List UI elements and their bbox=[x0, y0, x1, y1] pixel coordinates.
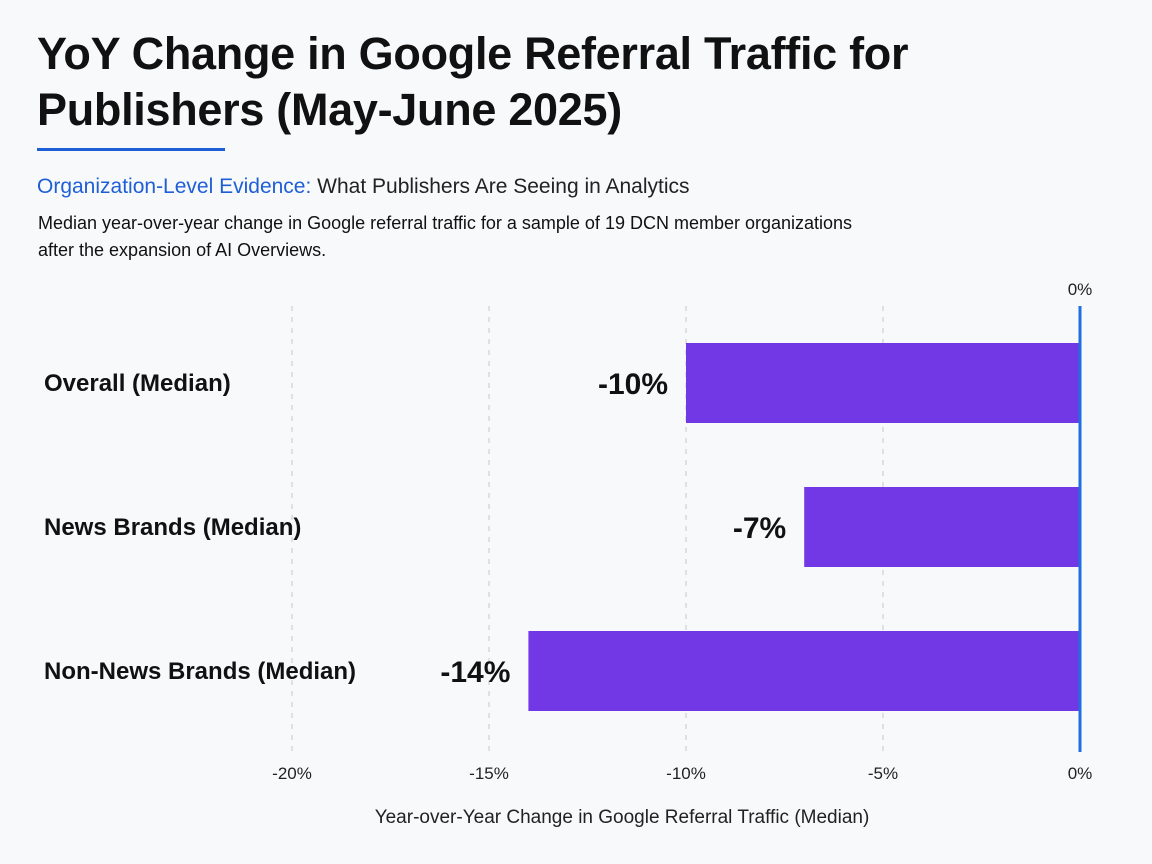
x-tick-label: -5% bbox=[868, 764, 898, 783]
x-tick-label: -20% bbox=[272, 764, 312, 783]
x-tick-label: -10% bbox=[666, 764, 706, 783]
value-labels: -10% -7% -14% bbox=[440, 368, 786, 689]
bar bbox=[528, 631, 1080, 711]
x-tick-label: 0% bbox=[1068, 764, 1093, 783]
subtitle-text: What Publishers Are Seeing in Analytics bbox=[311, 175, 690, 198]
x-tick-labels: -20% -15% -10% -5% 0% bbox=[272, 764, 1092, 783]
subtitle-accent: Organization-Level Evidence: bbox=[37, 175, 312, 198]
chart-description: Median year-over-year change in Google r… bbox=[38, 213, 853, 260]
chart-subtitle: Organization-Level Evidence: What Publis… bbox=[37, 173, 690, 201]
value-label: -14% bbox=[440, 656, 510, 689]
x-tick-label: -15% bbox=[469, 764, 509, 783]
value-label: -7% bbox=[733, 512, 786, 545]
category-label: News Brands (Median) bbox=[44, 514, 301, 541]
bar bbox=[804, 487, 1080, 567]
value-label: -10% bbox=[598, 368, 668, 401]
bar bbox=[686, 343, 1080, 423]
category-label: Non-News Brands (Median) bbox=[44, 658, 356, 685]
category-labels: Overall (Median) News Brands (Median) Non-… bbox=[44, 370, 356, 685]
category-label: Overall (Median) bbox=[44, 370, 231, 397]
x-axis-title: Year-over-Year Change in Google Referral… bbox=[375, 807, 870, 828]
zero-line-label: 0% bbox=[1068, 280, 1093, 299]
bars bbox=[528, 343, 1080, 711]
chart-title: YoY Change in Google Referral Traffic fo… bbox=[37, 28, 909, 135]
title-underline bbox=[37, 148, 225, 151]
